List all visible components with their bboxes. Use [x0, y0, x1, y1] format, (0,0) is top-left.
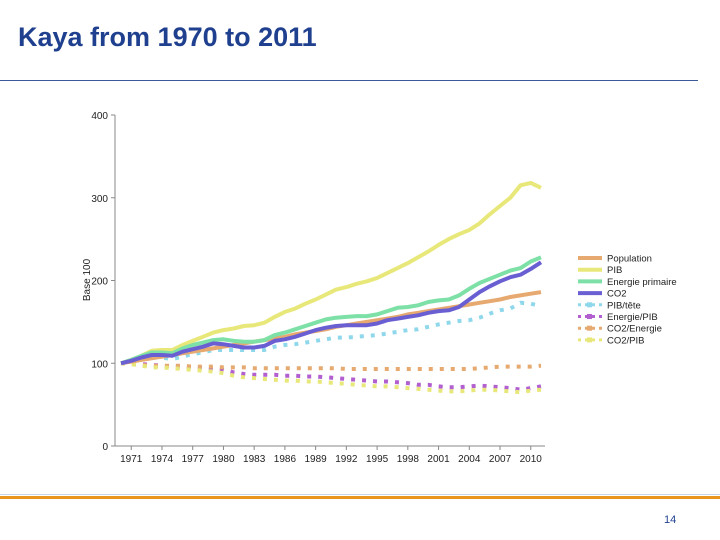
x-tick-label: 1998 — [397, 454, 420, 465]
kaya-line-chart: 0 100 200 300 400 1971 1974 1977 1980 1983 1986 198… — [82, 111, 677, 465]
series-line-co2 — [120, 260, 543, 366]
x-tick-label: 1983 — [243, 454, 266, 465]
series-line-pib-t-te — [120, 300, 542, 366]
footer-divider-light — [0, 494, 720, 495]
legend-label-energie-primaire: Energie primaire — [607, 277, 677, 288]
x-tick-label: 1980 — [212, 454, 235, 465]
legend-label-pib: PIB — [607, 265, 622, 276]
x-tick-label: 1995 — [366, 454, 389, 465]
series-line-energie-pib — [121, 361, 542, 392]
x-tick-label: 1974 — [151, 454, 174, 465]
legend-marker-pib-t-te — [587, 302, 592, 308]
x-tick-label: 2004 — [458, 454, 481, 465]
x-tick-label: 1971 — [120, 454, 143, 465]
series-line-pib — [120, 180, 542, 366]
x-tick-label: 1986 — [274, 454, 297, 465]
legend-label-co2: CO2 — [607, 289, 627, 300]
chart-axes: 0 100 200 300 400 1971 1974 1977 1980 1983 1986 198… — [91, 111, 545, 465]
legend-label-pib-t-te: PIB/tête — [607, 300, 641, 311]
y-axis-label: Base 100 — [82, 258, 93, 301]
legend-label-co2-pib: CO2/PIB — [607, 335, 645, 346]
legend-label-population: Population — [607, 254, 652, 265]
legend-label-co2-energie: CO2/Energie — [607, 324, 662, 335]
legend-marker-energie-pib — [587, 314, 592, 319]
y-tick-label: 400 — [91, 111, 108, 122]
series-line-co2-energie — [120, 361, 542, 371]
x-tick-label: 1977 — [182, 454, 205, 465]
legend-marker-co2-energie — [587, 325, 592, 331]
title-divider — [0, 80, 698, 81]
y-tick-label: 200 — [91, 277, 108, 288]
legend-marker-co2-pib — [587, 337, 592, 343]
y-tick-label: 300 — [91, 194, 108, 205]
series-line-energie-primaire — [120, 255, 542, 366]
page-number: 14 — [664, 514, 677, 526]
series-line-co2-pib — [120, 361, 542, 395]
x-tick-label: 2001 — [427, 454, 450, 465]
legend-label-energie-pib: Energie/PIB — [607, 312, 658, 323]
chart-series — [120, 180, 543, 395]
x-tick-label: 2007 — [489, 454, 512, 465]
y-tick-label: 100 — [91, 359, 108, 370]
y-tick-label: 0 — [102, 442, 108, 453]
footer-divider — [0, 496, 720, 499]
x-tick-label: 1992 — [335, 454, 358, 465]
x-tick-label: 1989 — [305, 454, 328, 465]
slide-title: Kaya from 1970 to 2011 — [18, 22, 317, 52]
x-tick-label: 2010 — [520, 454, 543, 465]
